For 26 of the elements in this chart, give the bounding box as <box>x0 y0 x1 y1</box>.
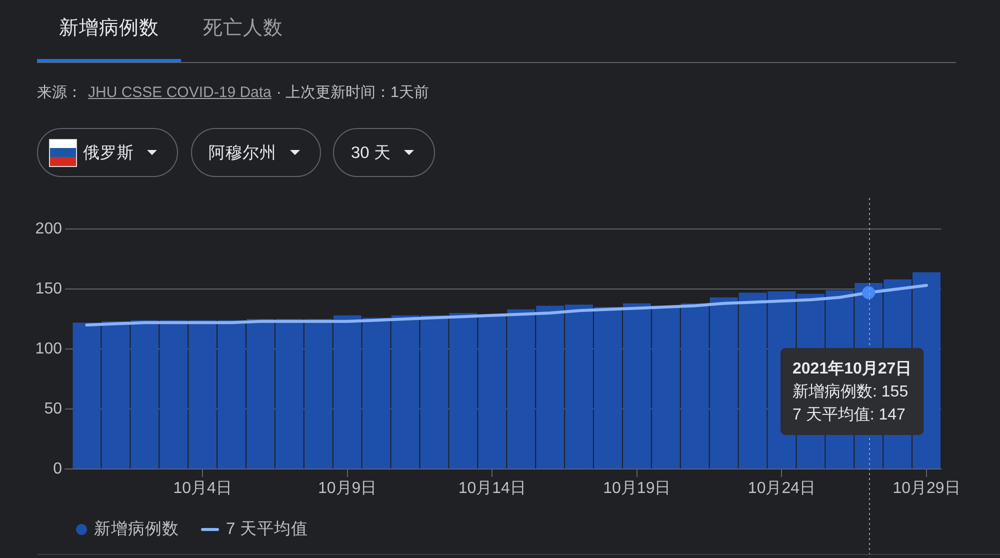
y-tick-label: 100 <box>35 340 62 358</box>
source-link[interactable]: JHU CSSE COVID-19 Data <box>88 84 272 101</box>
x-tick-label: 10月19日 <box>603 480 671 498</box>
chart-title: 新增病例数 <box>59 17 159 39</box>
y-tick-label: 150 <box>35 280 62 298</box>
text: 死亡人数 <box>203 17 283 39</box>
x-tick-label: 10月14日 <box>458 480 526 498</box>
legend-label: 7 天平均值 <box>226 519 308 540</box>
text: 俄罗斯 <box>83 142 134 164</box>
text: 阿穆尔州 <box>208 142 276 164</box>
dropdown[interactable] <box>190 128 320 177</box>
annotation: 7 天平均值: 147 <box>792 406 906 424</box>
y-tick-label: 50 <box>44 400 62 418</box>
y-tick-label: 0 <box>53 460 62 478</box>
text: · 上次更新时间：1天前 <box>276 84 429 101</box>
legend-label: 新增病例数 <box>94 519 179 540</box>
dropdown[interactable] <box>333 128 435 177</box>
text: 30 天 <box>351 142 391 164</box>
y-tick-label: 200 <box>35 220 62 238</box>
source-note: 来源： <box>37 84 82 101</box>
x-tick-label: 10月29日 <box>892 480 960 498</box>
annotation: 新增病例数: 155 <box>792 382 908 400</box>
x-tick-label: 10月4日 <box>173 480 232 498</box>
x-tick-label: 10月9日 <box>318 480 377 498</box>
x-tick-label: 10月24日 <box>748 480 816 498</box>
annotation: 2021年10月27日 <box>792 359 912 378</box>
